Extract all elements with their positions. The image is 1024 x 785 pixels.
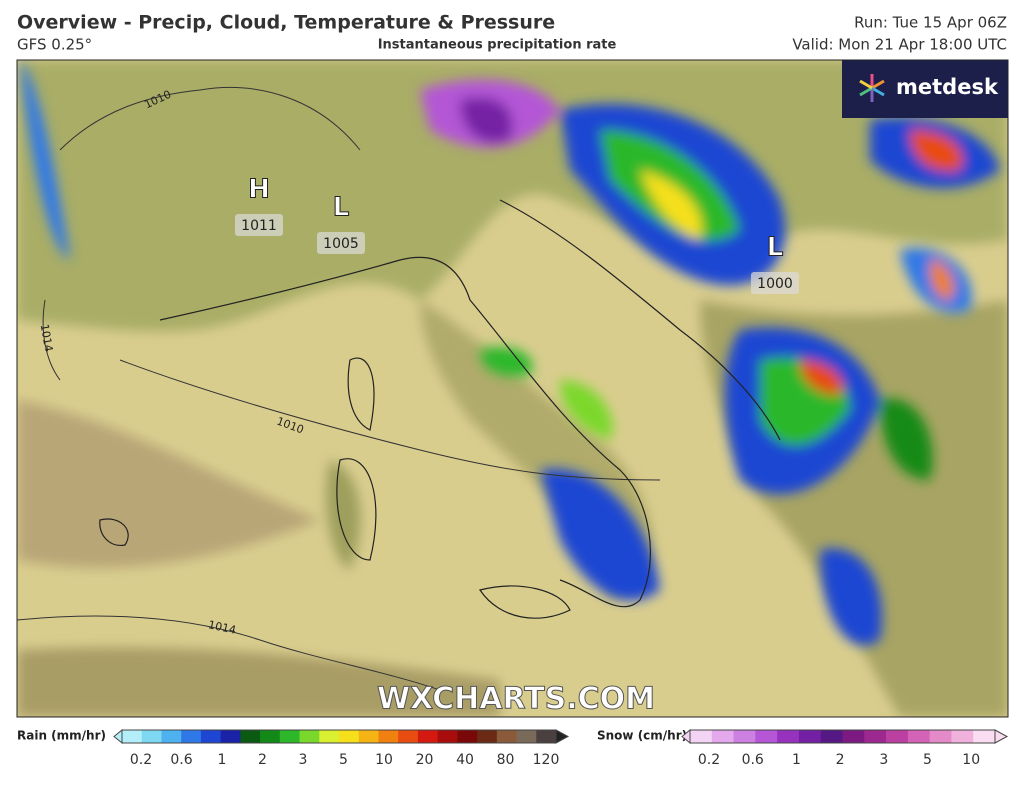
scale-tick-label: 0.2 [698, 752, 720, 768]
scale-tick-label: 0.2 [130, 752, 152, 768]
scale-swatch [378, 730, 399, 743]
scale-swatch [240, 730, 261, 743]
scale-swatch [798, 730, 822, 743]
scale-tick-label: 2 [836, 752, 845, 768]
pressure-value: 1011 [241, 218, 277, 234]
rain-label: Rain (mm/hr) [17, 729, 106, 743]
scale-tick-label: 10 [375, 752, 393, 768]
scale-swatch [690, 730, 713, 743]
scale-tail [113, 728, 123, 745]
scale-swatch [437, 730, 458, 743]
isobar-label: 1014 [207, 618, 237, 637]
scale-swatch [417, 730, 439, 743]
snow-scale: 0.2 0.6 1 2 3 5 10 [681, 728, 1009, 768]
scale-swatch [398, 730, 419, 743]
scale-swatch [358, 730, 379, 743]
product: Instantaneous precipitation rate [378, 38, 617, 53]
rain-scale: 0.2 0.6 1 2 3 5 10 20 40 80 120 [113, 728, 570, 768]
scale-swatch [477, 730, 498, 743]
scale-swatch [864, 730, 887, 743]
scale-tick-label: 0.6 [170, 752, 192, 768]
pressure-symbol: L [767, 233, 784, 263]
scale-frame [121, 729, 557, 744]
scale-tick-label: 2 [258, 752, 267, 768]
scale-swatch [820, 730, 843, 743]
scale-tick-label: 1 [792, 752, 801, 768]
scale-tick-label: 3 [299, 752, 308, 768]
scale-swatch [711, 730, 735, 743]
scale-arrow [555, 729, 570, 744]
valid: Valid: Mon 21 Apr 18:00 UTC [792, 36, 1007, 54]
scale-tick-label: 5 [923, 752, 932, 768]
watermark: WXCHARTS.COM [377, 682, 655, 717]
coastlines [99, 199, 781, 619]
pressure-box [317, 232, 365, 254]
scale-swatch [339, 730, 360, 743]
scale-swatch [141, 730, 162, 743]
scale-tick-label: 120 [533, 752, 560, 768]
scale-swatch [929, 730, 952, 743]
scale-swatch [886, 730, 909, 743]
scale-swatch [536, 730, 557, 743]
scale-tick-label: 20 [416, 752, 434, 768]
scale-swatch [777, 730, 800, 743]
scale-tick-label: 3 [879, 752, 888, 768]
pressure-symbol: H [248, 175, 270, 205]
scale-swatch [733, 730, 756, 743]
pressure-centers: H 1011 L 1005 L 1000 [235, 174, 799, 294]
scale-tick-label: 5 [339, 752, 348, 768]
model: GFS 0.25° [17, 36, 92, 54]
scale-tick-label: 80 [497, 752, 515, 768]
scale-swatch [122, 730, 143, 743]
pressure-symbol: L [333, 193, 350, 223]
run: Run: Tue 15 Apr 06Z [854, 14, 1007, 32]
scale-swatch [200, 730, 222, 743]
isobar-label: 1014 [38, 323, 56, 353]
scale-swatch [973, 730, 996, 743]
scale-swatch [951, 730, 974, 743]
scale-frame [689, 729, 996, 744]
scale-swatch [755, 730, 778, 743]
scale-swatch [279, 730, 301, 743]
scale-swatch [260, 730, 281, 743]
map-frame [16, 59, 1009, 718]
scale-swatch [842, 730, 865, 743]
scale-swatch [181, 730, 202, 743]
brand-icon [859, 74, 885, 102]
scale-tick-label: 0.6 [742, 752, 764, 768]
scale-swatch [496, 730, 518, 743]
pressure-box [235, 214, 283, 236]
scale-swatch [457, 730, 478, 743]
isobars [17, 87, 661, 691]
scale-tick-label: 10 [962, 752, 980, 768]
scale-swatch [516, 730, 537, 743]
pressure-box [751, 272, 799, 294]
scale-swatch [220, 730, 241, 743]
precipitation [20, 60, 1000, 646]
scale-tick-label: 1 [218, 752, 227, 768]
scale-tick-label: 40 [456, 752, 474, 768]
scale-arrow [994, 729, 1009, 744]
brand: metdesk [896, 75, 999, 99]
pressure-value: 1005 [323, 236, 359, 252]
title: Overview - Precip, Cloud, Temperature & … [17, 12, 555, 34]
scale-swatch [161, 730, 182, 743]
snow-label: Snow (cm/hr) [597, 729, 687, 743]
scale-swatch [907, 730, 931, 743]
scale-swatch [319, 730, 340, 743]
pressure-value: 1000 [757, 276, 793, 292]
scale-swatch [299, 730, 320, 743]
